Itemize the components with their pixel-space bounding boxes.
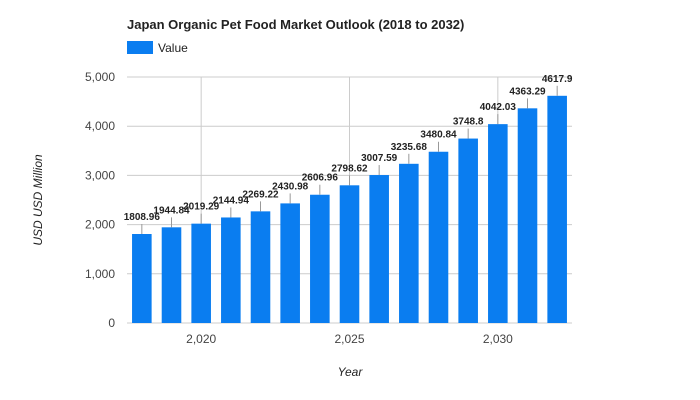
data-label: 4617.9 xyxy=(542,74,573,85)
x-tick-label: 2,020 xyxy=(186,332,216,346)
data-label: 4042.03 xyxy=(480,102,517,113)
chart-title: Japan Organic Pet Food Market Outlook (2… xyxy=(127,17,464,32)
y-tick-label: 1,000 xyxy=(85,267,115,281)
bar[interactable] xyxy=(191,223,211,323)
y-tick-label: 0 xyxy=(108,316,115,330)
data-label: 2019.29 xyxy=(183,202,220,213)
data-label: 2430.98 xyxy=(272,181,309,192)
data-label: 2269.22 xyxy=(242,189,279,200)
data-label: 3748.8 xyxy=(453,117,484,128)
bar[interactable] xyxy=(458,138,478,323)
bar[interactable] xyxy=(310,194,330,323)
data-label: 4363.29 xyxy=(509,86,546,97)
x-tick-label: 2,030 xyxy=(483,332,513,346)
bar[interactable] xyxy=(132,233,152,323)
bar[interactable] xyxy=(369,175,389,323)
y-tick-label: 3,000 xyxy=(85,168,115,182)
legend-swatch xyxy=(127,41,153,54)
data-label: 3007.59 xyxy=(361,153,398,164)
bar[interactable] xyxy=(399,163,419,323)
y-axis-ticks: 0 1,000 2,000 3,000 4,000 5,000 xyxy=(85,70,115,330)
data-labels: 1808.961944.842019.292144.942269.222430.… xyxy=(124,74,573,234)
bar[interactable] xyxy=(488,124,508,323)
y-axis-title: USD USD Million xyxy=(31,154,45,246)
bars xyxy=(132,95,567,323)
y-tick-label: 2,000 xyxy=(85,218,115,232)
data-label: 2798.62 xyxy=(331,163,368,174)
data-label: 2606.96 xyxy=(302,173,339,184)
x-tick-label: 2,025 xyxy=(334,332,364,346)
bar[interactable] xyxy=(250,211,271,323)
data-label: 3235.68 xyxy=(391,142,428,153)
bar[interactable] xyxy=(547,95,567,323)
bar[interactable] xyxy=(517,108,538,323)
x-axis-title: Year xyxy=(338,365,364,379)
x-axis-ticks: 2,020 2,025 2,030 xyxy=(186,332,513,346)
data-label: 1944.84 xyxy=(153,205,190,216)
legend[interactable]: Value xyxy=(127,41,188,55)
data-label: 2144.94 xyxy=(213,195,250,206)
y-tick-label: 5,000 xyxy=(85,70,115,84)
bar[interactable] xyxy=(280,203,300,323)
y-tick-label: 4,000 xyxy=(85,119,115,133)
bar[interactable] xyxy=(428,151,449,323)
data-label: 1808.96 xyxy=(124,212,161,223)
bar[interactable] xyxy=(339,185,360,323)
bar[interactable] xyxy=(161,227,182,323)
bar[interactable] xyxy=(221,217,241,323)
data-label: 3480.84 xyxy=(420,130,457,141)
legend-label: Value xyxy=(158,41,188,55)
